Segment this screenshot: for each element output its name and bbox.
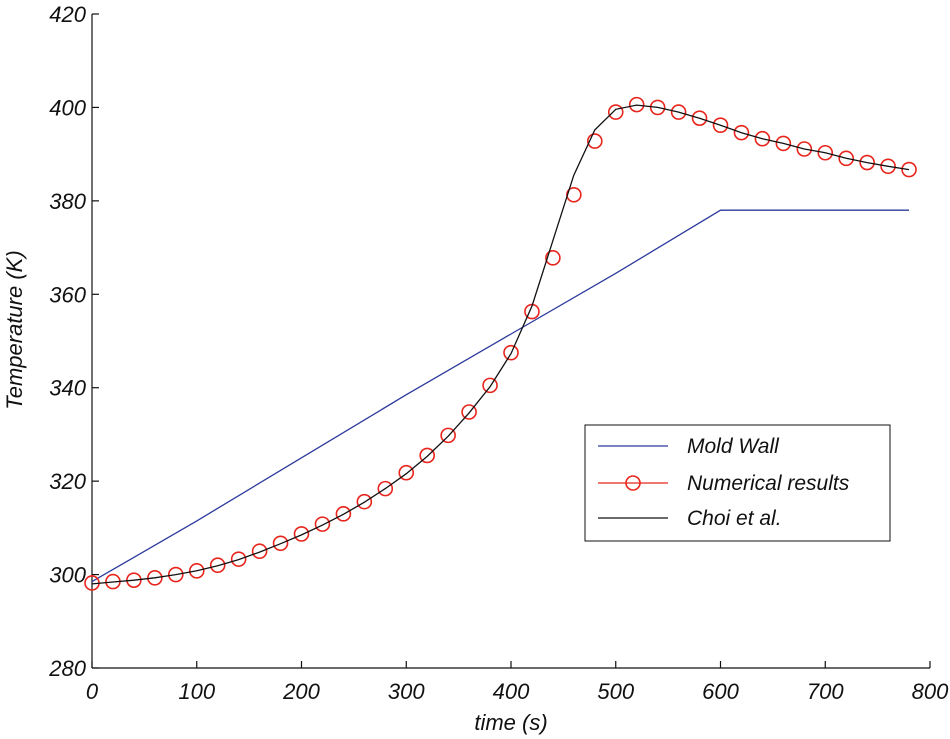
numerical-results-point bbox=[209, 557, 226, 574]
x-axis-title: time (s) bbox=[474, 710, 547, 735]
numerical-results-point bbox=[545, 250, 561, 266]
numerical-results-point bbox=[168, 566, 184, 583]
series-line-mold-wall bbox=[91, 209, 909, 583]
numerical-results-point bbox=[566, 186, 582, 203]
x-tick-label: 200 bbox=[282, 679, 320, 704]
y-axis-title: Temperature (K) bbox=[2, 250, 27, 409]
numerical-results-point bbox=[712, 117, 729, 133]
series-line-choi-et-al bbox=[91, 104, 910, 585]
x-tick-label: 0 bbox=[86, 679, 99, 704]
numerical-results-point bbox=[188, 563, 205, 579]
numerical-results-point bbox=[147, 570, 163, 586]
numerical-results-point bbox=[859, 154, 875, 171]
x-tick-label: 100 bbox=[178, 679, 215, 704]
x-tick-label: 800 bbox=[912, 679, 949, 704]
y-tick-label: 420 bbox=[49, 2, 86, 27]
numerical-results-point bbox=[482, 377, 498, 394]
numerical-results-point bbox=[754, 130, 771, 147]
numerical-results-point bbox=[314, 516, 331, 532]
numerical-results-point bbox=[335, 506, 352, 522]
numerical-results-point bbox=[733, 124, 750, 141]
y-tick-label: 300 bbox=[49, 563, 86, 588]
x-tick-label: 600 bbox=[702, 679, 739, 704]
y-tick-label: 280 bbox=[48, 656, 86, 681]
numerical-results-point bbox=[838, 150, 855, 167]
numerical-results-point bbox=[251, 543, 268, 560]
numerical-results-point bbox=[419, 447, 436, 464]
numerical-results-point bbox=[670, 104, 687, 120]
series-layer bbox=[84, 96, 917, 591]
y-tick-label: 320 bbox=[49, 469, 86, 494]
numerical-results-point bbox=[607, 104, 624, 120]
x-tick-label: 300 bbox=[388, 679, 425, 704]
y-tick-label: 340 bbox=[49, 376, 86, 401]
legend-marker-numerical-results bbox=[625, 475, 641, 491]
numerical-results-point bbox=[817, 144, 834, 161]
numerical-results-point bbox=[377, 480, 394, 497]
legend-label-choi-et-al: Choi et al. bbox=[687, 507, 782, 530]
x-ticks: 0 100 200 300 400 500 600 700 800 bbox=[86, 661, 949, 704]
legend-label-numerical-results: Numerical results bbox=[687, 472, 850, 495]
numerical-results-point bbox=[649, 99, 666, 116]
numerical-results-point bbox=[230, 551, 247, 567]
legend-label-mold-wall: Mold Wall bbox=[687, 435, 780, 458]
numerical-results-point bbox=[272, 535, 289, 552]
y-ticks: 280 300 320 340 360 380 400 420 bbox=[48, 2, 99, 681]
numerical-results-point bbox=[293, 526, 310, 542]
numerical-results-point bbox=[691, 110, 708, 126]
numerical-results-point bbox=[901, 161, 917, 178]
numerical-results-point bbox=[503, 344, 519, 361]
numerical-results-point bbox=[775, 135, 792, 152]
x-tick-label: 500 bbox=[597, 679, 634, 704]
numerical-results-point bbox=[628, 96, 645, 113]
plot-area-frame bbox=[91, 14, 930, 669]
numerical-results-point bbox=[796, 141, 813, 157]
numerical-results-point bbox=[586, 133, 603, 149]
numerical-results-point bbox=[880, 158, 896, 175]
numerical-results-point bbox=[461, 404, 477, 420]
numerical-results-point bbox=[398, 464, 415, 481]
y-tick-label: 400 bbox=[49, 95, 86, 120]
x-tick-label: 700 bbox=[807, 679, 844, 704]
x-tick-label: 400 bbox=[493, 679, 530, 704]
y-tick-label: 360 bbox=[49, 282, 86, 307]
numerical-results-point bbox=[440, 427, 456, 444]
numerical-results-point bbox=[356, 493, 373, 510]
legend: Mold Wall Numerical results Choi et al. bbox=[584, 424, 891, 542]
y-tick-label: 380 bbox=[49, 189, 86, 214]
